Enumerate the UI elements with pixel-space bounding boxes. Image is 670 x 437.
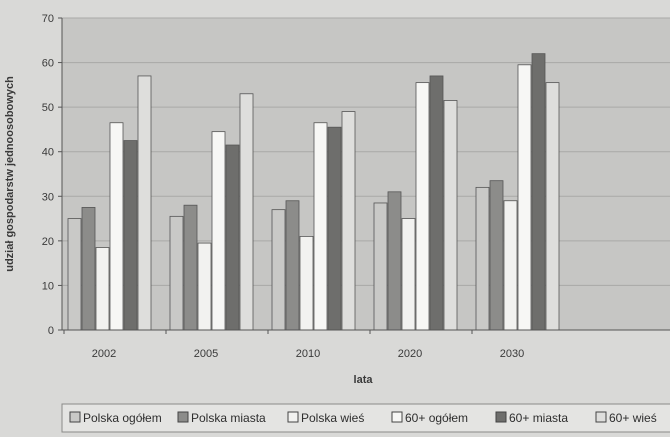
y-tick-label: 50	[42, 102, 54, 114]
bar-60+-wieś-2020	[443, 100, 458, 331]
legend-swatch	[495, 411, 507, 423]
bar-60+-wieś-2010	[341, 111, 356, 331]
bar-60+-miasta-2005	[225, 144, 240, 331]
bar-60+-miasta-2020	[429, 75, 444, 331]
bar-polska-ogółem-2030	[475, 186, 490, 331]
bar-polska-wieś-2020	[401, 218, 416, 331]
x-tick-label: 2020	[398, 348, 422, 360]
y-tick-label: 10	[42, 280, 54, 292]
bar-polska-ogółem-2010	[271, 209, 286, 331]
legend-label: 60+ miasta	[509, 411, 568, 425]
legend-box	[61, 403, 670, 433]
y-tick-label: 40	[42, 147, 54, 159]
legend-label: Polska miasta	[191, 411, 266, 425]
plot-area	[62, 18, 670, 330]
bar-polska-wieś-2005	[197, 242, 212, 331]
y-tick-label: 60	[42, 58, 54, 70]
legend-label: 60+ ogółem	[405, 411, 468, 425]
bar-60+-ogółem-2005	[211, 131, 226, 331]
x-tick-label: 2005	[194, 348, 218, 360]
x-tick-label: 2002	[92, 348, 116, 360]
bars-group	[67, 53, 560, 331]
bar-polska-miasta-2020	[387, 191, 402, 331]
legend-swatch	[595, 411, 607, 423]
bar-60+-wieś-2005	[239, 93, 254, 331]
y-tick-label: 70	[42, 13, 54, 25]
bar-polska-miasta-2010	[285, 200, 300, 331]
legend-label: 60+ wieś	[609, 411, 657, 425]
y-tick-label: 20	[42, 236, 54, 248]
bar-polska-wieś-2002	[95, 247, 110, 331]
bar-polska-miasta-2030	[489, 180, 504, 331]
x-axis-title: lata	[354, 374, 374, 386]
legend-swatch	[287, 411, 299, 423]
bar-60+-ogółem-2010	[313, 122, 328, 331]
y-tick-label: 0	[48, 325, 54, 337]
x-tick-label: 2010	[296, 348, 320, 360]
bar-60+-ogółem-2002	[109, 122, 124, 331]
bar-60+-wieś-2030	[545, 82, 560, 331]
bar-polska-wieś-2030	[503, 200, 518, 331]
y-axis-title: udział gospodarstw jednoosobowych	[4, 76, 16, 272]
bar-polska-ogółem-2005	[169, 215, 184, 331]
bar-polska-miasta-2002	[81, 207, 96, 331]
bar-polska-ogółem-2020	[373, 202, 388, 331]
bar-60+-wieś-2002	[137, 75, 152, 331]
bar-60+-miasta-2030	[531, 53, 546, 331]
legend: Polska ogółem Polska miasta Polska wieś 60+…	[61, 403, 670, 433]
legend-swatch	[69, 411, 81, 423]
gridlines	[62, 17, 670, 286]
bar-60+-ogółem-2030	[517, 64, 532, 331]
legend-label: Polska wieś	[301, 411, 364, 425]
bar-60+-miasta-2010	[327, 126, 342, 331]
bar-60+-miasta-2002	[123, 140, 138, 331]
bar-polska-miasta-2005	[183, 204, 198, 331]
legend-label: Polska ogółem	[83, 411, 162, 425]
bar-polska-ogółem-2002	[67, 218, 82, 331]
bar-60+-ogółem-2020	[415, 82, 430, 331]
y-tick-label: 30	[42, 191, 54, 203]
legend-swatch	[391, 411, 403, 423]
bar-polska-wieś-2010	[299, 235, 314, 331]
legend-swatch	[177, 411, 189, 423]
x-tick-label: 2030	[500, 348, 524, 360]
